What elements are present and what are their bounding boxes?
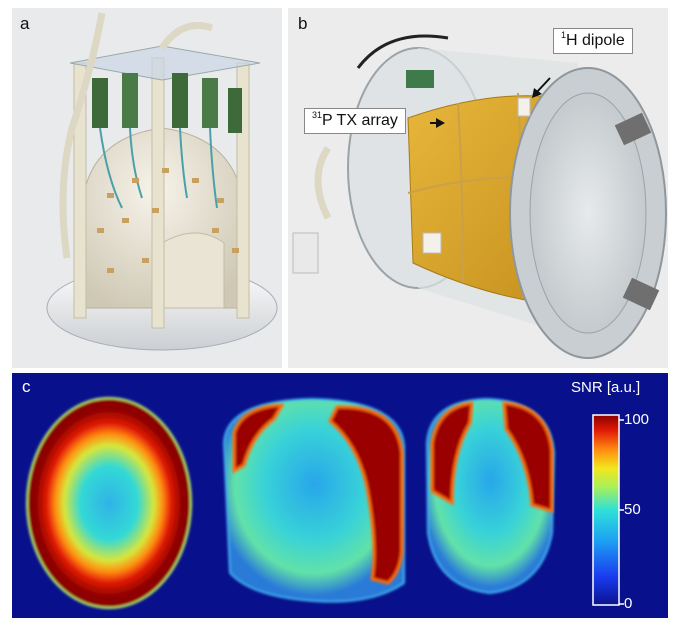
coil-array-photo-a: [46, 12, 278, 351]
array-label: P TX array: [322, 112, 398, 129]
colorbar-title: SNR [a.u.]: [571, 379, 641, 396]
dipole-label: H dipole: [566, 32, 625, 49]
snr-map-images: [26, 397, 624, 609]
colorbar-tick-max: 100: [624, 411, 650, 428]
coil-array-photo-b: [292, 34, 667, 359]
panel-a-photo: a: [12, 8, 282, 368]
panel-b-label: b: [298, 14, 308, 33]
dipole-superscript: 1: [561, 30, 567, 40]
array-superscript: 31: [312, 110, 323, 120]
snr-slice-sagittal: [425, 397, 556, 595]
dipole-callout: 1H dipole: [553, 28, 633, 54]
snr-slice-axial: [26, 397, 192, 609]
array-callout: 31P TX array: [304, 108, 406, 134]
colorbar-tick-mid: 50: [624, 501, 641, 518]
panel-c-label: c: [22, 377, 31, 396]
snr-slice-coronal: [222, 397, 405, 603]
panel-a-label: a: [20, 14, 30, 33]
colorbar-tick-min: 0: [624, 595, 633, 612]
snr-colorbar: [592, 414, 620, 606]
panel-b-photo: b 1H dipole 31P TX array: [288, 8, 668, 368]
panel-c-snr-maps: c SNR [a.u.] 100 50 0: [12, 373, 668, 618]
